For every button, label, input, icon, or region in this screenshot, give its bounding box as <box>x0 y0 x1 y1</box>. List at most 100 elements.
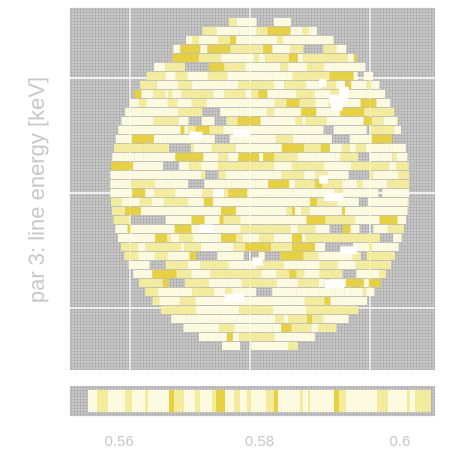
marginal-panel-cells <box>88 390 431 412</box>
density-cell <box>146 72 166 80</box>
density-cell <box>312 315 324 323</box>
density-cell <box>392 144 406 152</box>
density-cell <box>297 279 304 287</box>
density-cell <box>303 279 319 287</box>
density-cell <box>249 270 262 278</box>
density-cell <box>187 198 198 206</box>
density-cell <box>361 297 367 305</box>
marginal-cell <box>283 390 287 412</box>
density-cell <box>231 180 256 188</box>
x-tick-labels: 0.56 0.58 0.6 <box>104 433 410 450</box>
density-cell <box>143 108 164 116</box>
density-cell <box>289 270 297 278</box>
density-cell <box>195 216 205 224</box>
density-cell <box>225 171 241 179</box>
density-cell <box>113 216 130 224</box>
density-cell <box>177 99 189 107</box>
density-cell <box>178 117 189 125</box>
density-cell <box>174 234 179 242</box>
density-cell <box>198 333 220 341</box>
marginal-cell <box>367 390 377 412</box>
density-cell <box>264 126 274 134</box>
density-cell <box>237 117 244 125</box>
density-cell <box>283 36 294 44</box>
marginal-cell <box>415 390 422 412</box>
density-cell <box>353 54 357 62</box>
density-cell <box>165 216 179 224</box>
marginal-cell <box>195 390 200 412</box>
density-cell <box>285 252 304 260</box>
density-cell <box>283 117 296 125</box>
density-cell <box>189 162 202 170</box>
density-cell <box>292 243 315 251</box>
density-cell <box>366 81 372 89</box>
density-cell <box>314 90 331 98</box>
density-cell <box>206 99 228 107</box>
density-cell <box>202 135 215 143</box>
density-cell <box>350 225 360 233</box>
density-cell <box>260 225 264 233</box>
density-cell <box>242 45 264 53</box>
density-cell <box>112 207 119 215</box>
density-cell <box>310 72 330 80</box>
density-cell <box>199 36 218 44</box>
density-cell <box>212 198 236 206</box>
marginal-cell <box>287 390 296 412</box>
density-cell <box>351 162 375 170</box>
density-cell <box>349 144 356 152</box>
density-cell <box>274 333 293 341</box>
density-cell <box>330 297 350 305</box>
density-cell <box>111 162 134 170</box>
density-cell <box>355 261 365 269</box>
density-cell <box>201 162 219 170</box>
marginal-cell <box>388 390 399 412</box>
density-cell <box>323 193 344 202</box>
density-cell <box>243 297 253 305</box>
marginal-cell <box>251 390 257 412</box>
density-cell <box>353 72 358 80</box>
density-cell <box>263 225 276 233</box>
density-cell <box>180 126 185 134</box>
density-cell <box>371 81 380 89</box>
density-cell <box>213 297 232 305</box>
marginal-cell <box>111 390 120 412</box>
density-cell <box>319 270 343 278</box>
marginal-cell <box>240 390 247 412</box>
density-cell <box>252 257 264 266</box>
density-cell <box>165 180 170 188</box>
density-cell <box>155 234 167 242</box>
marginal-cell <box>157 390 162 412</box>
density-cell <box>268 216 286 224</box>
density-cell <box>349 135 353 143</box>
density-cell <box>267 27 291 35</box>
density-cell <box>363 288 367 296</box>
density-cell <box>131 180 156 188</box>
density-cell <box>337 261 356 269</box>
density-cell <box>110 180 132 188</box>
density-cell <box>285 216 307 224</box>
density-cell <box>387 225 401 233</box>
density-cell <box>240 225 261 233</box>
density-cell <box>297 153 317 161</box>
density-cell <box>284 315 289 323</box>
density-cell <box>183 324 203 332</box>
density-cell <box>311 324 319 332</box>
density-cell <box>231 81 239 89</box>
density-cell <box>152 270 177 278</box>
density-cell <box>171 234 174 242</box>
density-cell <box>290 225 298 233</box>
density-cell <box>384 144 390 152</box>
density-cell <box>153 135 164 143</box>
density-cell <box>211 144 236 152</box>
marginal-cell <box>162 390 169 412</box>
density-cell <box>336 45 347 53</box>
density-cell <box>255 243 271 251</box>
density-cell <box>286 126 311 134</box>
density-cell <box>203 198 213 206</box>
density-cell <box>268 342 288 350</box>
density-cell <box>339 86 349 95</box>
density-cell <box>371 117 384 125</box>
density-cell <box>181 243 184 251</box>
density-cell <box>238 153 260 161</box>
density-cell <box>172 54 177 62</box>
